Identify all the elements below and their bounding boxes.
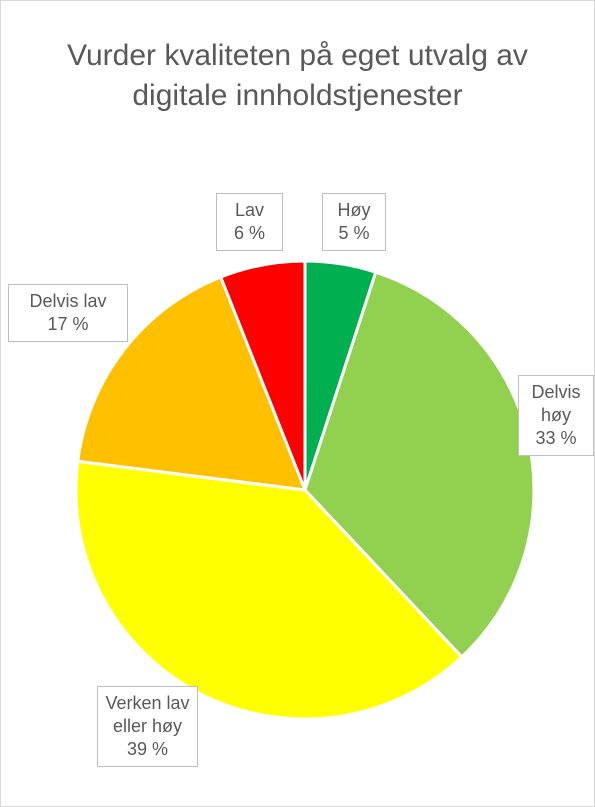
- category-label: Verken lav eller høy: [105, 693, 190, 736]
- value-label: 33 %: [535, 428, 577, 448]
- pie-slice: [74, 459, 464, 721]
- category-label: Høy: [337, 200, 371, 220]
- chart-title: Vurder kvaliteten på eget utvalg av digi…: [67, 39, 528, 112]
- value-label: 5 %: [338, 223, 370, 243]
- value-label: 17 %: [47, 314, 89, 334]
- pie-slice: [76, 275, 308, 492]
- value-label: 6 %: [233, 223, 266, 243]
- data-label: Delvis høy 33 %: [518, 375, 594, 456]
- pie-slice: [218, 259, 307, 491]
- category-label: Delvis lav: [29, 291, 107, 311]
- category-label: Lav: [234, 200, 265, 220]
- data-label: Lav 6 %: [216, 193, 283, 251]
- value-label: 39 %: [126, 739, 169, 759]
- data-label: Høy 5 %: [322, 193, 386, 251]
- data-label: Delvis lav 17 %: [8, 284, 128, 342]
- category-label: Delvis høy: [531, 382, 581, 425]
- data-label: Verken lav eller høy 39 %: [97, 686, 198, 767]
